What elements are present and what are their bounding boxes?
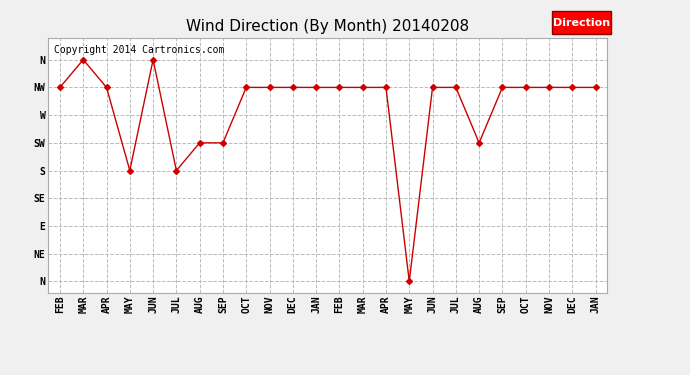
Title: Wind Direction (By Month) 20140208: Wind Direction (By Month) 20140208 xyxy=(186,18,469,33)
Text: Copyright 2014 Cartronics.com: Copyright 2014 Cartronics.com xyxy=(54,45,224,55)
Text: Direction: Direction xyxy=(553,18,610,27)
